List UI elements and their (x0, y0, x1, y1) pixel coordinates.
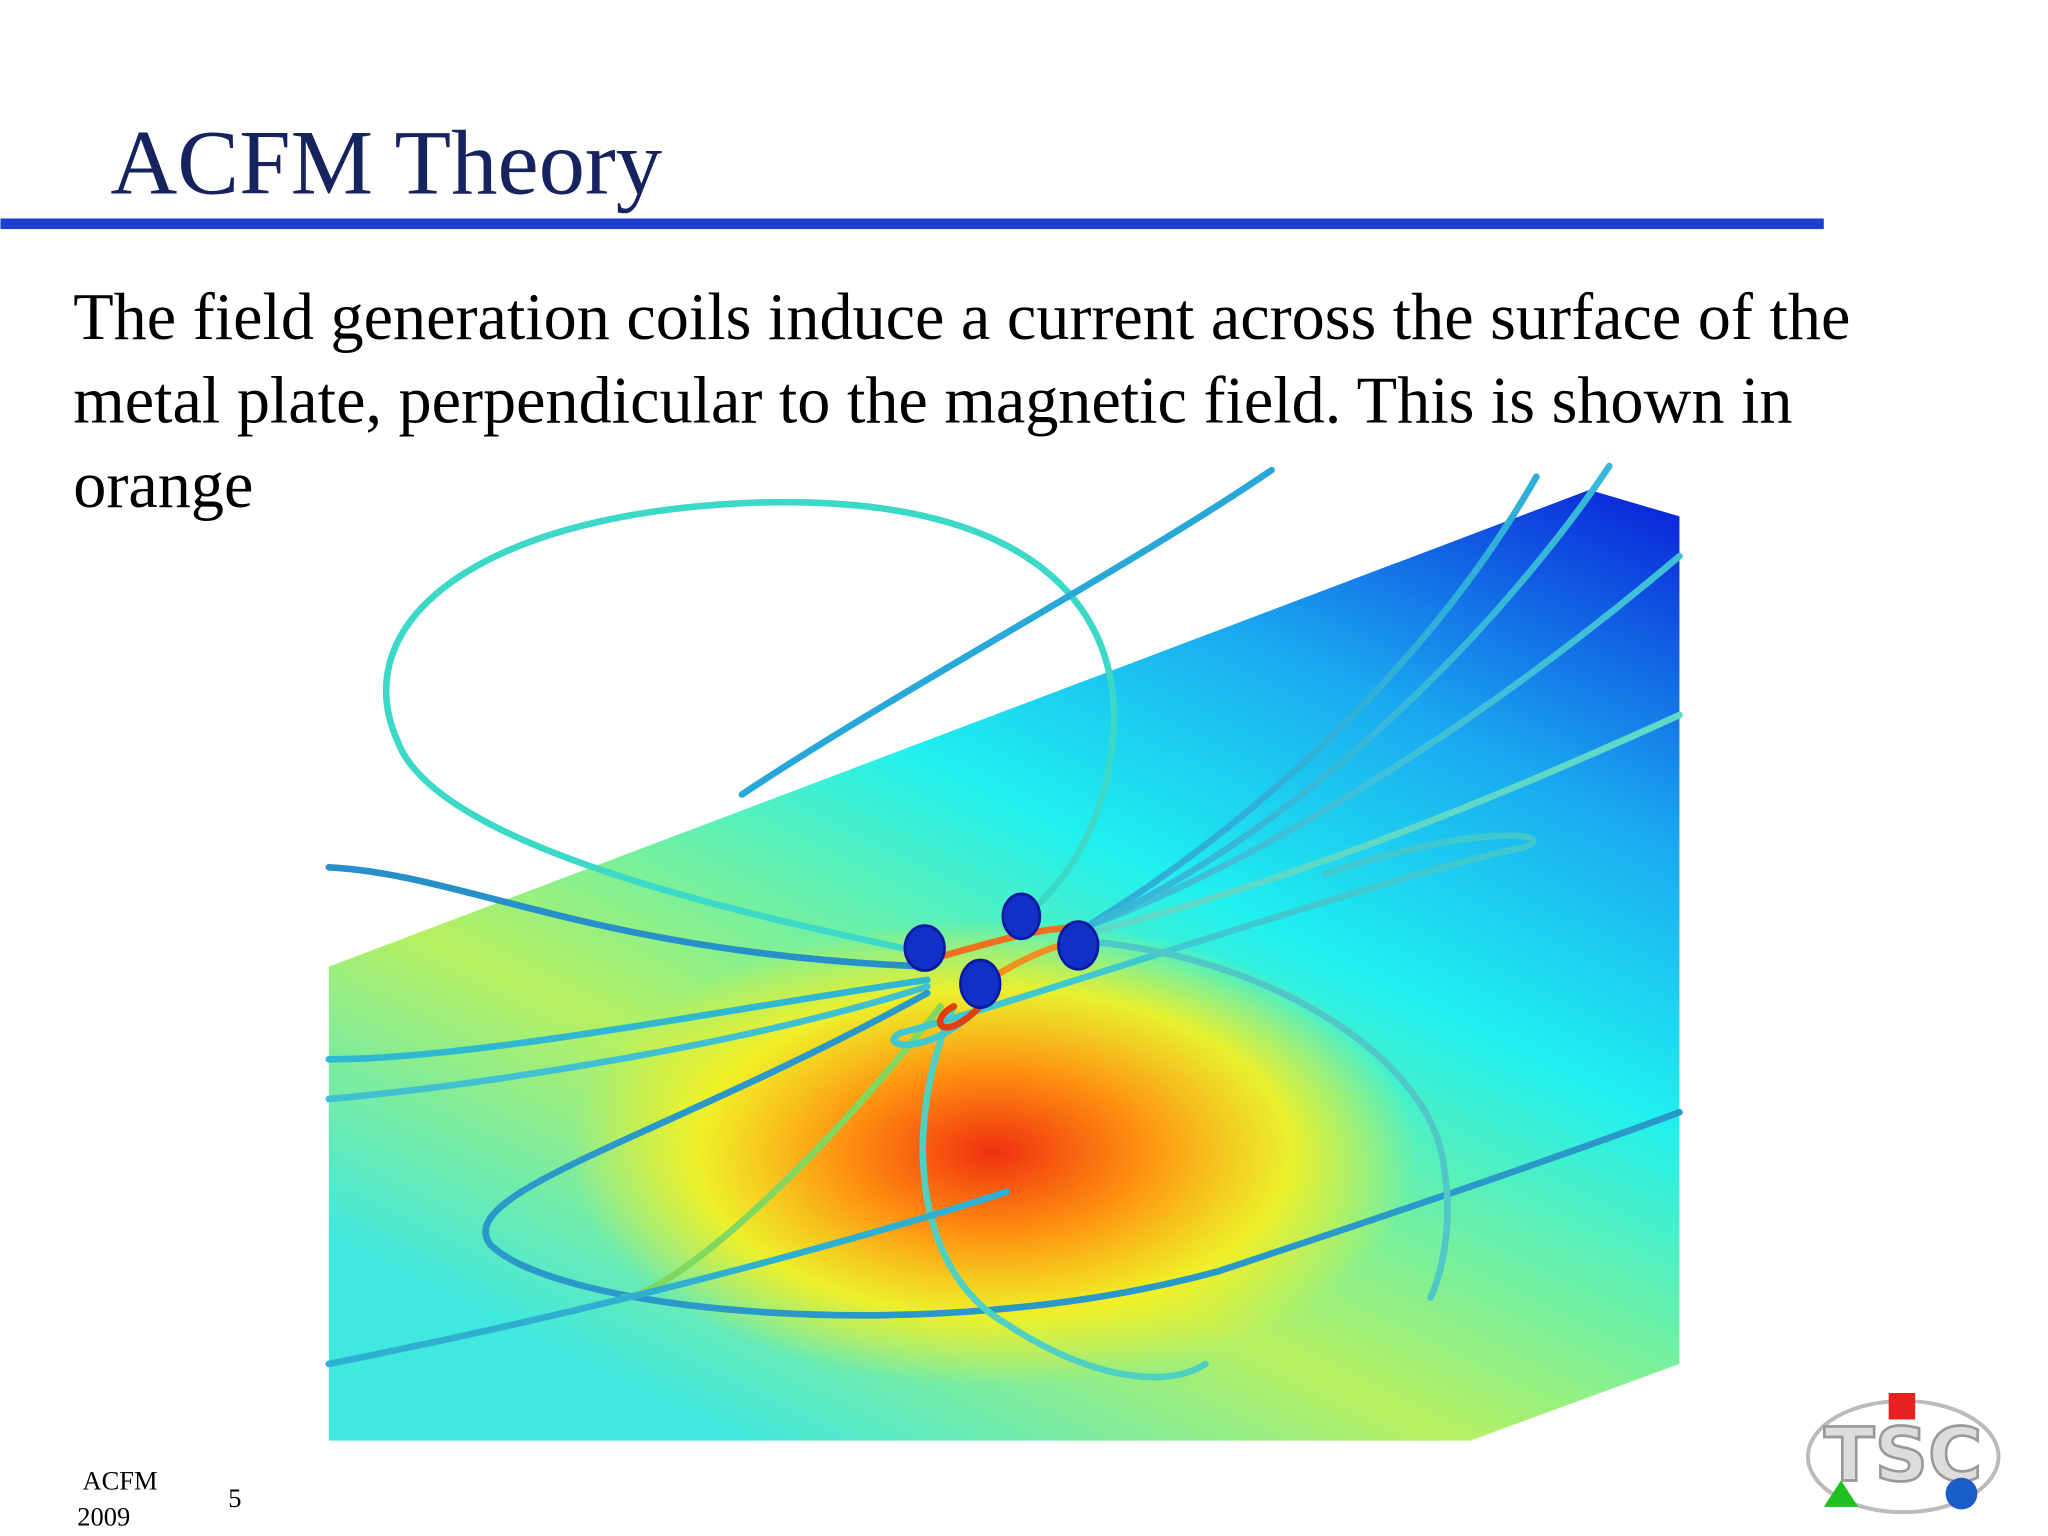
logo-circle (1945, 1477, 1978, 1510)
footer-name: ACFM (83, 1466, 158, 1496)
logo-triangle (1823, 1480, 1859, 1507)
coils (903, 892, 1100, 1009)
page-number: 5 (228, 1483, 241, 1513)
field-lines (325, 462, 1683, 1381)
footer-year: 2009 (77, 1501, 130, 1531)
body-line: metal plate, perpendicular to the magnet… (73, 364, 1792, 437)
slide-title: ACFM Theory (110, 111, 662, 214)
title-rule (0, 218, 1824, 230)
logo-square (1888, 1392, 1916, 1420)
footer: ACFM 2009 5 (77, 1466, 241, 1532)
body-text: The field generation coils induce a curr… (73, 281, 1850, 522)
body-line: The field generation coils induce a curr… (73, 281, 1850, 354)
body-line: orange (73, 449, 253, 522)
logo: TSC (1805, 1392, 2001, 1515)
simulation-image (325, 462, 1683, 1441)
